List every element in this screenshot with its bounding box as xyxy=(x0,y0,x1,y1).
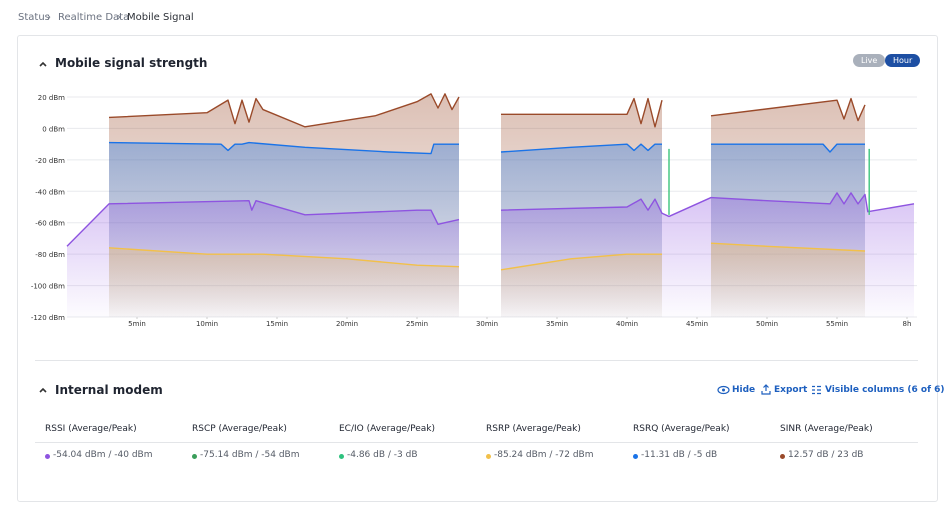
column-header: RSRQ (Average/Peak) xyxy=(633,424,730,434)
cell-value: -11.31 dB / -5 dB xyxy=(641,450,718,460)
x-tick-label: 8h xyxy=(903,320,912,328)
color-dot xyxy=(192,454,197,459)
live-button[interactable]: Live xyxy=(853,54,886,67)
x-tick-label: 30min xyxy=(476,320,498,328)
breadcrumb-link[interactable]: Realtime Data xyxy=(58,12,130,23)
chart: 20 dBm 0 dBm -20 dBm -40 dBm -60 dBm -80 dBm -… xyxy=(31,93,917,328)
column-header: RSSI (Average/Peak) xyxy=(45,424,137,434)
eye-icon xyxy=(717,385,730,395)
series-line xyxy=(668,148,870,215)
x-tick-label: 55min xyxy=(826,320,848,328)
color-dot xyxy=(633,454,638,459)
y-tick-label: -100 dBm xyxy=(31,283,65,291)
columns-icon xyxy=(812,385,821,395)
color-dot xyxy=(45,454,50,459)
color-dot xyxy=(339,454,344,459)
area-fill xyxy=(109,243,865,317)
series-line xyxy=(66,192,915,247)
y-tick-label: -80 dBm xyxy=(35,251,65,259)
y-tick-label: -40 dBm xyxy=(35,188,65,196)
hide-button[interactable]: Hide xyxy=(732,385,756,395)
section-title: Mobile signal strength xyxy=(55,56,208,70)
cell-value: -85.24 dBm / -72 dBm xyxy=(494,450,594,460)
x-tick-label: 20min xyxy=(336,320,358,328)
visible-columns-button[interactable]: Visible columns (6 of 6) xyxy=(825,385,945,395)
x-tick-label: 50min xyxy=(756,320,778,328)
collapse-icon[interactable] xyxy=(38,59,48,69)
cell-value: -54.04 dBm / -40 dBm xyxy=(53,450,153,460)
y-tick-label: -60 dBm xyxy=(35,220,65,228)
breadcrumb-separator: › xyxy=(117,12,121,23)
cell-value: -4.86 dB / -3 dB xyxy=(347,450,418,460)
x-tick-label: 40min xyxy=(616,320,638,328)
section-title: Internal modem xyxy=(55,383,163,397)
y-tick-label: 20 dBm xyxy=(38,94,65,102)
y-tick-label: -120 dBm xyxy=(31,314,65,322)
color-dot xyxy=(780,454,785,459)
x-tick-label: 15min xyxy=(266,320,288,328)
y-tick-label: 0 dBm xyxy=(42,125,65,133)
breadcrumb-separator: › xyxy=(47,12,51,23)
collapse-icon[interactable] xyxy=(38,385,48,395)
export-button[interactable]: Export xyxy=(774,385,808,395)
x-tick-label: 25min xyxy=(406,320,428,328)
series-line xyxy=(108,242,866,271)
x-tick-label: 45min xyxy=(686,320,708,328)
hour-button[interactable]: Hour xyxy=(885,54,921,67)
divider xyxy=(35,360,918,361)
card xyxy=(17,35,938,502)
series-line xyxy=(108,141,865,155)
x-tick-label: 35min xyxy=(546,320,568,328)
breadcrumb-link[interactable]: Status xyxy=(18,12,50,23)
y-tick-label: -20 dBm xyxy=(35,157,65,165)
x-tick-label: 10min xyxy=(196,320,218,328)
breadcrumb-current: Mobile Signal xyxy=(127,12,194,23)
column-header: SINR (Average/Peak) xyxy=(780,424,873,434)
cell-value: 12.57 dB / 23 dB xyxy=(788,450,864,460)
cell-value: -75.14 dBm / -54 dBm xyxy=(200,450,300,460)
x-tick-label: 5min xyxy=(128,320,146,328)
column-header: EC/IO (Average/Peak) xyxy=(339,424,435,434)
column-header: RSCP (Average/Peak) xyxy=(192,424,287,434)
color-dot xyxy=(486,454,491,459)
export-icon xyxy=(761,384,771,395)
series-line xyxy=(108,93,866,128)
table-rule xyxy=(35,442,918,443)
column-header: RSRP (Average/Peak) xyxy=(486,424,581,434)
